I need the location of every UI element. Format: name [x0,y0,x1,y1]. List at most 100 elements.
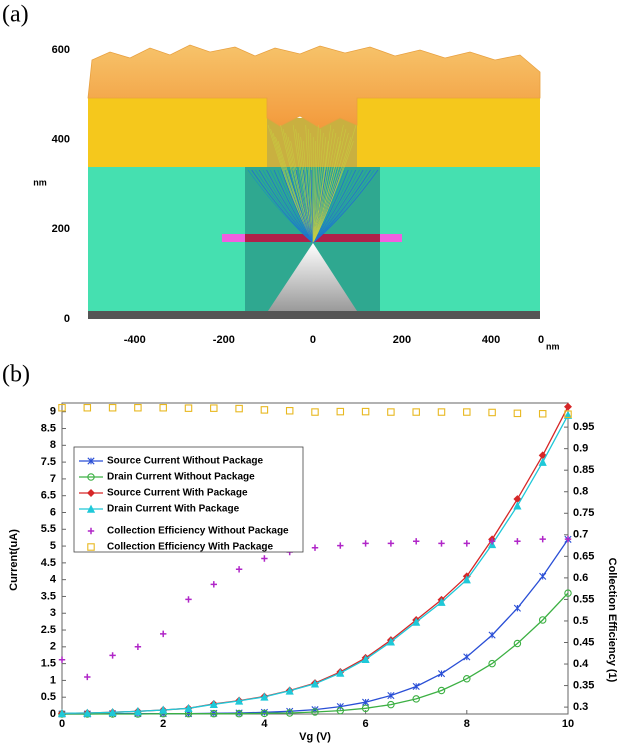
marker [539,572,547,580]
y2-tick-label: 0.55 [573,593,594,605]
device-structure [87,44,541,319]
marker [387,700,395,709]
x-tick-label: 6 [363,718,369,730]
marker [210,404,218,412]
marker [336,407,345,416]
marker [260,692,269,701]
metal-left [88,98,267,167]
marker [437,686,446,695]
marker [57,708,67,718]
x-tick-label: -200 [213,334,235,346]
x-tick-label: 2 [160,718,166,730]
y2-tick-label: 0.85 [573,464,594,476]
marker [311,708,319,716]
marker [463,408,471,416]
marker [210,709,218,718]
legend-entry: Collection Efficiency Without Package [107,526,289,537]
marker [83,403,92,412]
legend-entry: Collection Efficiency With Package [107,542,274,553]
marker [235,696,244,705]
marker [285,709,294,717]
tip [268,243,357,311]
marker [387,408,395,416]
marker [336,668,345,677]
marker [538,410,547,418]
marker [513,604,521,612]
y-tick-label: 4.5 [41,557,56,569]
marker [462,575,471,584]
y-tick-label: 5.5 [41,523,56,535]
y-tick-label: 3.5 [41,590,56,602]
y-tick-label: 0.5 [41,691,56,703]
x-tick-label: 10 [562,718,574,730]
legend: Source Current Without Package Drain Curr… [73,446,304,553]
x-tick-label: 400 [482,334,500,346]
marker [209,699,218,709]
marker [488,408,496,417]
x-tick-label: 0 [59,718,65,730]
marker [387,691,395,700]
y2-tick-label: 0.8 [573,486,588,498]
marker [488,631,496,639]
marker [58,403,66,412]
y-tick-label: 4 [50,574,57,586]
y2-tick-label: 0.95 [573,421,594,433]
marker [514,538,521,545]
series-line [62,592,569,715]
y-tick-label: 0 [64,313,70,325]
x-tick-label: 8 [464,718,470,730]
y2-tick-label: 0.7 [573,529,588,541]
marker [564,410,572,418]
y-tick-label: 3 [50,607,56,619]
y-tick-label: 6 [50,506,56,518]
marker [108,403,117,412]
marker [159,705,168,714]
marker [564,402,572,411]
marker [538,457,547,466]
x-tick-label: 200 [393,334,411,346]
marker [563,410,573,419]
y-tick-label: 6.5 [41,490,56,502]
marker [538,616,547,624]
marker [260,406,269,414]
y-axis-label: nm [33,177,47,187]
y-tick-label: 2 [50,641,56,653]
y2-tick-label: 0.5 [573,615,588,627]
marker [184,703,193,713]
legend-entry: Drain Current Without Package [107,472,255,483]
marker [437,597,446,606]
marker [513,501,522,510]
marker [285,686,294,695]
marker [159,403,167,412]
x-tick-label: 0 [310,334,316,346]
y2-tick-label: 0.9 [573,443,588,455]
marker [311,408,319,416]
y-tick-label: 1 [50,674,56,686]
marker [413,538,420,545]
y-tick-label: 7.5 [41,456,56,468]
legend-entry: Source Current Without Package [107,456,263,467]
field-line [312,169,379,244]
marker [210,581,217,588]
marker [109,652,116,659]
y2-tick-label: 0.4 [573,658,589,670]
marker [463,653,471,661]
y-axis-label: Current(uA) [8,529,20,591]
y-tick-label: 1.5 [41,658,56,670]
legend-marker [86,504,96,513]
y-tick-label: 2.5 [41,624,56,636]
y-tick-label: 0 [50,708,56,720]
y-tick-label: 9 [50,406,56,418]
x-axis-label: nm [546,341,560,351]
marker [84,673,91,681]
marker [361,407,370,416]
legend-box [73,446,304,553]
marker [488,659,496,668]
y2-tick-label: 0.65 [573,550,594,562]
panel-label: (a) [2,2,29,28]
marker [83,708,92,717]
end-label: 0 [538,334,544,346]
marker [337,542,344,549]
x-tick-label: -400 [124,334,146,346]
marker [311,544,319,551]
